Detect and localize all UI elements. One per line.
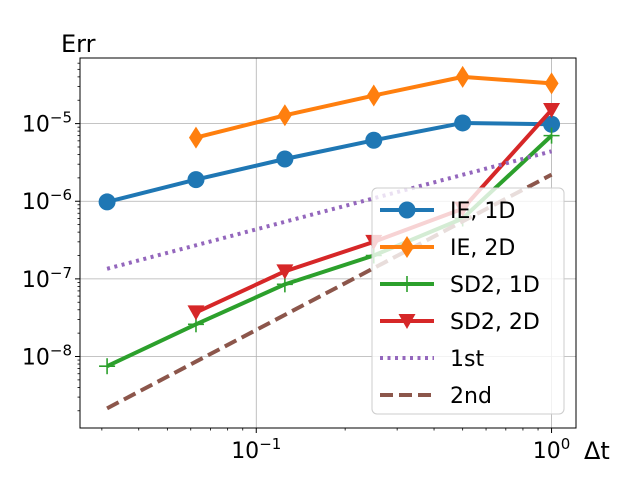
legend-label: 2nd [450, 384, 492, 409]
data-point-diamond [277, 104, 292, 127]
legend-label: SD2, 1D [450, 273, 540, 298]
legend-entry: IE, 2D [380, 236, 515, 261]
data-point-diamond [366, 84, 381, 107]
plot-frame [79, 57, 577, 429]
data-point-circle [365, 131, 383, 149]
legend: IE, 1D IE, 2D SD2, 1D SD2, 2D 1st 2nd [371, 187, 565, 415]
legend-label: IE, 1D [450, 199, 515, 224]
series-line [106, 120, 552, 204]
series-line [106, 149, 553, 271]
y-tick-label: 10−6 [22, 186, 72, 215]
y-tick-label: 10−5 [22, 109, 72, 138]
x-tick-label: 100 [533, 435, 571, 464]
legend-entry: SD2, 1D [380, 273, 540, 298]
data-point-triangle [543, 102, 561, 118]
x-tick-label: 10−1 [231, 435, 281, 464]
series-ie-2d [188, 65, 559, 149]
chart-title: Err [61, 30, 96, 58]
data-point-diamond [544, 72, 559, 95]
legend-label: IE, 2D [450, 236, 515, 261]
data-point-circle [276, 150, 294, 168]
series-ie-1d [98, 114, 561, 211]
series-1st [106, 149, 553, 271]
data-point-diamond [455, 65, 470, 88]
data-point-circle [543, 115, 561, 133]
data-point-triangle [398, 314, 416, 329]
data-point-circle [454, 114, 472, 132]
legend-entry: 2nd [380, 384, 492, 409]
axes: 10−1 100 10−8 10−7 10−6 10−5 Err Δt [22, 30, 610, 465]
data-point-plus [399, 276, 415, 292]
legend-entry: SD2, 2D [380, 310, 540, 335]
data-point-triangle [187, 305, 205, 321]
y-tick-label: 10−8 [22, 342, 72, 371]
legend-entry: 1st [380, 347, 484, 372]
legend-entry: IE, 1D [380, 199, 515, 224]
data-point-plus [99, 358, 116, 375]
data-point-circle [398, 201, 416, 219]
data-point-circle [98, 193, 116, 211]
data-point-plus [543, 127, 560, 144]
data-point-diamond [188, 126, 203, 149]
legend-label: SD2, 2D [450, 310, 540, 335]
y-tick-label: 10−7 [22, 264, 72, 293]
data-point-diamond [400, 236, 414, 258]
data-point-circle [187, 171, 205, 189]
legend-label: 1st [450, 347, 484, 372]
x-axis-label: Δt [584, 437, 610, 465]
data-point-triangle [276, 264, 294, 280]
